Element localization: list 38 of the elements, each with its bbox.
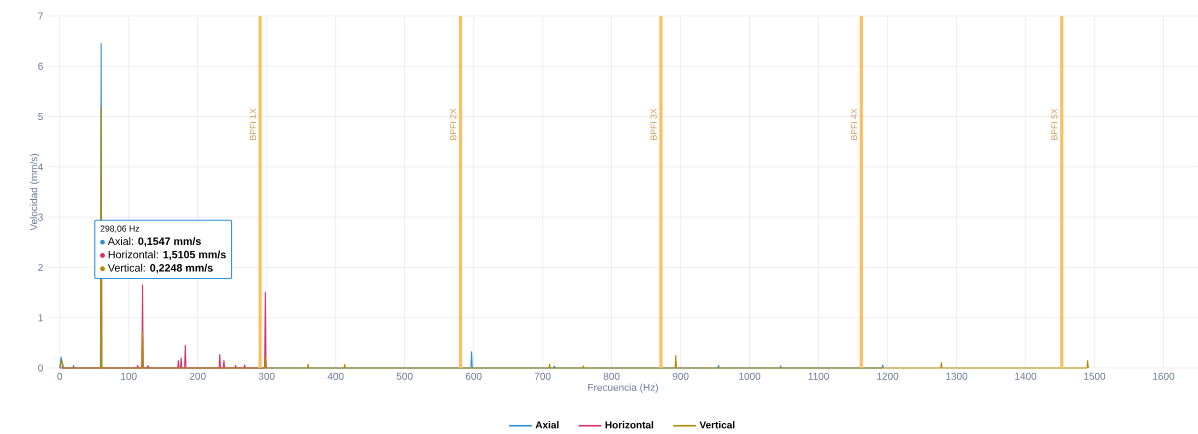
- ref-line-label: BPFI 4X: [851, 108, 858, 140]
- x-tick-label: 400: [327, 372, 344, 380]
- x-tick-label: 0: [57, 372, 63, 380]
- x-tick-label: 800: [603, 372, 620, 380]
- x-tick-label: 1000: [739, 372, 761, 380]
- y-tick-label: 3: [38, 213, 43, 221]
- legend-label: Horizontal: [605, 421, 654, 429]
- y-tick-label: 0: [38, 364, 43, 372]
- x-tick-label: 600: [465, 372, 482, 380]
- x-tick-label: 700: [534, 372, 551, 380]
- ref-line-label: BPFI 5X: [1051, 108, 1058, 140]
- y-tick-label: 5: [38, 113, 43, 121]
- ref-line-label: BPFI 3X: [650, 108, 657, 140]
- y-tick-label: 4: [37, 163, 44, 171]
- annotation: Axial: 0,1547 mm/s: [107, 237, 201, 247]
- y-tick-label: 6: [38, 62, 43, 70]
- ref-line-label: BPFI 2X: [450, 108, 457, 140]
- x-tick-label: 1400: [1015, 372, 1037, 380]
- annotation: Horizontal: 1,5105 mm/s: [108, 250, 226, 260]
- x-tick-label: 200: [189, 372, 206, 380]
- y-tick-label: 7: [38, 12, 43, 20]
- legend-label: Axial: [535, 421, 559, 429]
- x-tick-label: 300: [258, 372, 275, 380]
- y-tick-label: 2: [38, 263, 43, 271]
- x-tick-label: 1500: [1084, 372, 1106, 380]
- annotation: 298,06 Hz: [100, 225, 140, 233]
- x-axis-title: Frecuencia (Hz): [588, 383, 658, 393]
- annotation: Vertical: 0,2248 mm/s: [107, 263, 213, 274]
- legend-label: Vertical: [699, 421, 735, 429]
- x-tick-label: 100: [121, 372, 137, 380]
- x-tick-label: 1300: [946, 372, 968, 380]
- x-tick-label: 500: [396, 372, 413, 380]
- y-tick-label: 1: [38, 314, 43, 322]
- x-tick-label: 1200: [877, 372, 899, 380]
- x-tick-label: 1100: [808, 372, 829, 380]
- x-tick-label: 1600: [1153, 372, 1175, 380]
- ref-line-label: BPFI 1X: [249, 108, 256, 140]
- x-tick-label: 900: [672, 372, 689, 380]
